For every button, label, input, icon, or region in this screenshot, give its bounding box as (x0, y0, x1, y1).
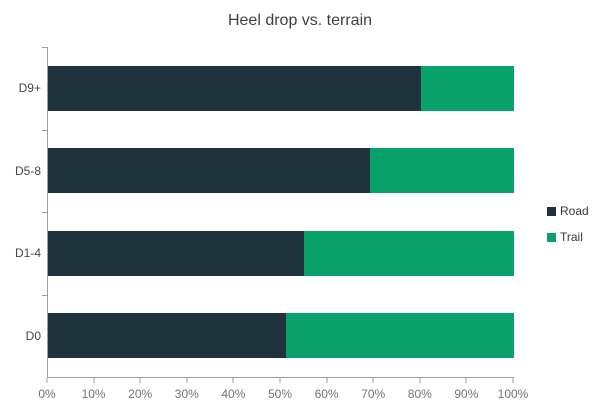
x-axis-tick-label: 0% (38, 387, 56, 401)
x-axis-tick (46, 378, 48, 383)
chart-title: Heel drop vs. terrain (227, 12, 373, 29)
x-axis-tick (512, 378, 514, 383)
x-axis-tick-label: 70% (361, 387, 386, 401)
x-axis-tick-label: 80% (407, 387, 432, 401)
legend-swatch (547, 206, 556, 216)
stacked-bar (48, 148, 514, 194)
bar-segment-road[interactable] (48, 230, 305, 276)
legend-item-road[interactable]: Road (547, 204, 589, 218)
bar-segment-trail[interactable] (369, 148, 514, 194)
bar-segment-road[interactable] (48, 148, 370, 194)
x-axis-tick-label: 100% (497, 387, 529, 401)
y-axis-tick (42, 212, 47, 213)
x-axis-tick-label: 40% (221, 387, 246, 401)
y-axis-tick (42, 129, 47, 131)
x-axis-tick (139, 378, 141, 383)
legend-label: Road (560, 204, 589, 218)
plot-area (47, 47, 514, 378)
bar-row (48, 47, 514, 130)
bar-row (48, 295, 514, 378)
x-axis-tick (186, 378, 188, 383)
x-axis-tick (372, 378, 374, 383)
bar-segment-trail[interactable] (304, 230, 514, 276)
category-label: D1-4 (14, 246, 41, 261)
y-axis-tick (42, 47, 47, 48)
x-axis-tick (465, 378, 467, 383)
category-label: D5-8 (14, 163, 41, 178)
legend-item-trail[interactable]: Trail (547, 230, 589, 244)
bar-segment-trail[interactable] (420, 65, 514, 111)
legend-swatch (547, 232, 556, 242)
x-axis-tick-label: 60% (314, 387, 339, 401)
x-axis-tick (419, 378, 421, 383)
x-axis-tick (279, 378, 281, 383)
stacked-bar (48, 65, 514, 111)
stacked-bar (48, 230, 514, 276)
x-axis-tick (326, 378, 328, 383)
x-axis-tick (93, 378, 95, 383)
y-axis-tick (42, 294, 47, 296)
x-axis-tick (232, 378, 234, 383)
x-axis-tick-label: 50% (267, 387, 293, 401)
x-axis-tick-label: 90% (454, 387, 479, 401)
x-axis-tick-label: 10% (81, 387, 106, 401)
bar-row (48, 130, 514, 213)
stacked-bar (48, 313, 514, 359)
bar-segment-road[interactable] (48, 313, 286, 359)
category-label: D9+ (18, 81, 41, 96)
category-label: D0 (25, 328, 41, 343)
legend-label: Trail (560, 230, 583, 244)
bar-segment-trail[interactable] (285, 313, 514, 359)
x-axis-tick-label: 30% (174, 387, 199, 401)
legend: Road Trail (547, 204, 589, 256)
bar-segment-road[interactable] (48, 65, 421, 111)
bar-row (48, 212, 514, 295)
x-axis: 0% 10% 20% 30% 40% 50% 60% 70% 80% 90% 100% (38, 378, 528, 412)
y-axis-ticks (42, 47, 47, 377)
x-axis-tick-label: 20% (128, 387, 153, 401)
plot-rows (48, 47, 514, 377)
y-axis-labels: D9+ D5-8 D1-4 D0 (0, 47, 41, 377)
